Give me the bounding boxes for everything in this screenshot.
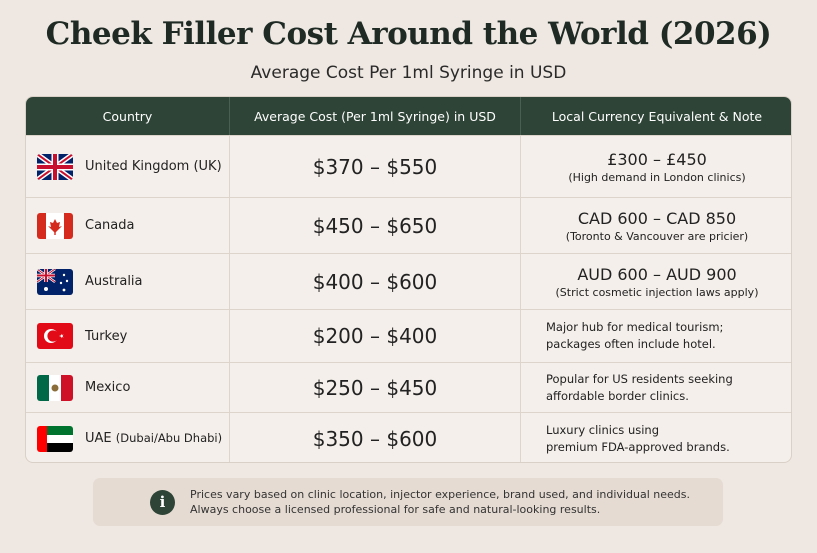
- header-cell: Country: [26, 97, 229, 135]
- country-name: Australia: [85, 274, 143, 289]
- local-note: (Toronto & Vancouver are pricier): [565, 229, 749, 243]
- note-line: Major hub for medical tourism;: [546, 320, 724, 334]
- info-icon: i: [150, 490, 175, 515]
- footnote-line: Always choose a licensed professional fo…: [190, 503, 601, 516]
- country: UAE: [85, 431, 112, 446]
- country-name: Mexico: [85, 380, 130, 395]
- local-cell: Major hub for medical tourism; packages o…: [520, 310, 791, 362]
- cost-cell: $350 – $600: [229, 413, 520, 462]
- table-row: United Kingdom (UK) $370 – $550 £300 – £45…: [26, 135, 791, 197]
- cost: $370 – $550: [312, 154, 438, 179]
- country: Canada: [85, 218, 135, 233]
- note-line: Luxury clinics using: [546, 422, 660, 437]
- local-amount: CAD 600 – CAD 850: [577, 208, 737, 228]
- cost-cell: $250 – $450: [229, 363, 520, 412]
- cost: $350 – $600: [312, 426, 438, 451]
- cost: $400 – $600: [312, 269, 438, 294]
- flag: [37, 374, 73, 401]
- country: United Kingdom (UK): [85, 159, 222, 174]
- table-row: Mexico $250 – $450 Popular for US resident…: [26, 362, 791, 412]
- footnote-line: Prices vary based on clinic location, in…: [190, 488, 690, 501]
- subtitle: Average Cost Per 1ml Syringe in USD: [250, 63, 567, 83]
- cost: $450 – $650: [312, 213, 438, 238]
- flag: [37, 268, 73, 295]
- table-row: UAE (Dubai/Abu Dhabi) $350 – $600 Luxury c…: [26, 412, 791, 462]
- flag: [37, 323, 73, 349]
- local-note: (Strict cosmetic injection laws apply): [555, 285, 759, 299]
- local-note: Luxury clinics using premium FDA-approved…: [521, 422, 730, 456]
- header-cell: Local Currency Equivalent & Note: [520, 97, 791, 135]
- footnote-text: Prices vary based on clinic location, in…: [190, 487, 690, 517]
- note-line: Popular for US residents seeking: [546, 371, 733, 386]
- country-cell: Australia: [26, 254, 229, 309]
- country-cell: UAE (Dubai/Abu Dhabi): [26, 413, 229, 462]
- country: Australia: [85, 274, 143, 289]
- table-row: Turkey $200 – $400 Major hub for medical t…: [26, 309, 791, 362]
- header-cell: Average Cost (Per 1ml Syringe) in USD: [229, 97, 520, 135]
- table-row: Canada $450 – $650 CAD 600 – CAD 850 (Toron…: [26, 197, 791, 253]
- country: Turkey: [85, 328, 128, 344]
- cost-cell: $370 – $550: [229, 136, 520, 197]
- local-note: (High demand in London clinics): [568, 170, 746, 184]
- country-cell: Turkey: [26, 310, 229, 362]
- cost-cell: $450 – $650: [229, 198, 520, 253]
- footnote: i Prices vary based on clinic location, …: [93, 478, 723, 526]
- local-note: Major hub for medical tourism; packages o…: [521, 319, 723, 353]
- local-cell: Luxury clinics using premium FDA-approved…: [520, 413, 791, 462]
- note-line: packages often include hotel.: [546, 337, 716, 351]
- local-cell: AUD 600 – AUD 900 (Strict cosmetic inject…: [520, 254, 791, 309]
- title: Cheek Filler Cost Around the World (2026…: [45, 16, 772, 52]
- country-name: UAE (Dubai/Abu Dhabi): [85, 431, 222, 446]
- country-name: Turkey: [85, 329, 127, 344]
- local-amount: £300 – £450: [607, 149, 707, 169]
- local-cell: Popular for US residents seeking affordab…: [520, 363, 791, 412]
- country-cell: Canada: [26, 198, 229, 253]
- cost-cell: $400 – $600: [229, 254, 520, 309]
- cost-cell: $200 – $400: [229, 310, 520, 362]
- flag: [37, 153, 73, 180]
- country: Mexico: [85, 380, 131, 395]
- table-row: Australia $400 – $600 AUD 600 – AUD 900 (St…: [26, 253, 791, 309]
- flag: [37, 425, 73, 452]
- local-cell: CAD 600 – CAD 850 (Toronto & Vancouver ar…: [520, 198, 791, 253]
- note-line: affordable border clinics.: [546, 388, 689, 403]
- country-name: United Kingdom (UK): [85, 159, 222, 174]
- country-cell: United Kingdom (UK): [26, 136, 229, 197]
- flag: [37, 212, 73, 239]
- cost: $250 – $450: [312, 375, 438, 400]
- table: Country Average Cost (Per 1ml Syringe) i…: [25, 96, 792, 463]
- note-line: premium FDA-approved brands.: [546, 439, 730, 454]
- local-amount: AUD 600 – AUD 900: [577, 264, 737, 284]
- country-name: Canada: [85, 218, 134, 233]
- country-cell: Mexico: [26, 363, 229, 412]
- cost: $200 – $400: [312, 324, 438, 348]
- country-detail: (Dubai/Abu Dhabi): [115, 431, 223, 445]
- local-note: Popular for US residents seeking affordab…: [521, 371, 733, 405]
- local-cell: £300 – £450 (High demand in London clinic…: [520, 136, 791, 197]
